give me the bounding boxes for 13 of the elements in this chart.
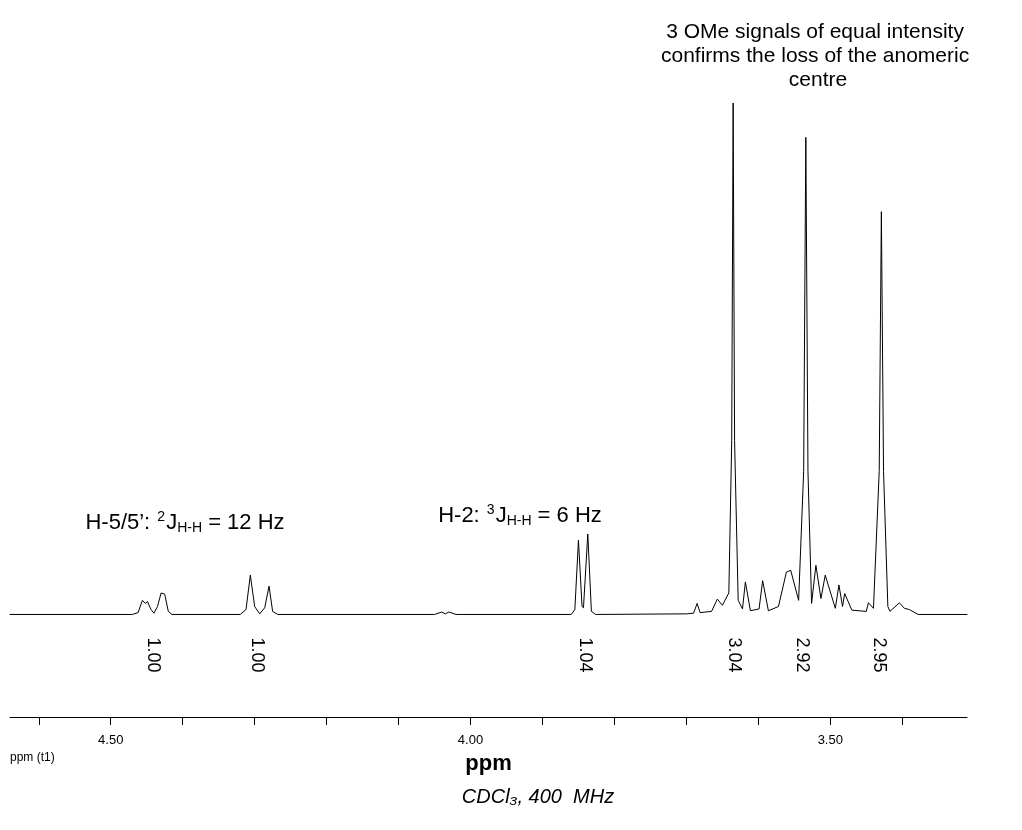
x-axis-title: ppm <box>465 749 512 775</box>
annotation: 2.92 <box>793 637 813 673</box>
text: 3 OMe signals of equal intensity confirms the loss of the anomeric centre <box>661 18 975 90</box>
x-tick-label: 3.50 <box>817 732 843 747</box>
annotation: 1.04 <box>576 637 596 673</box>
x-tick-label: 4.00 <box>457 732 484 747</box>
annotation: 1.00 <box>248 637 268 673</box>
annotation: 3.04 <box>725 637 745 673</box>
text: ppm (t1) <box>10 749 55 764</box>
text: CDCl₃, 400 MHz <box>461 784 615 807</box>
annotation: 2.95 <box>870 637 890 673</box>
annotation: 1.00 <box>144 637 164 673</box>
x-tick-label: 4.50 <box>98 732 124 747</box>
